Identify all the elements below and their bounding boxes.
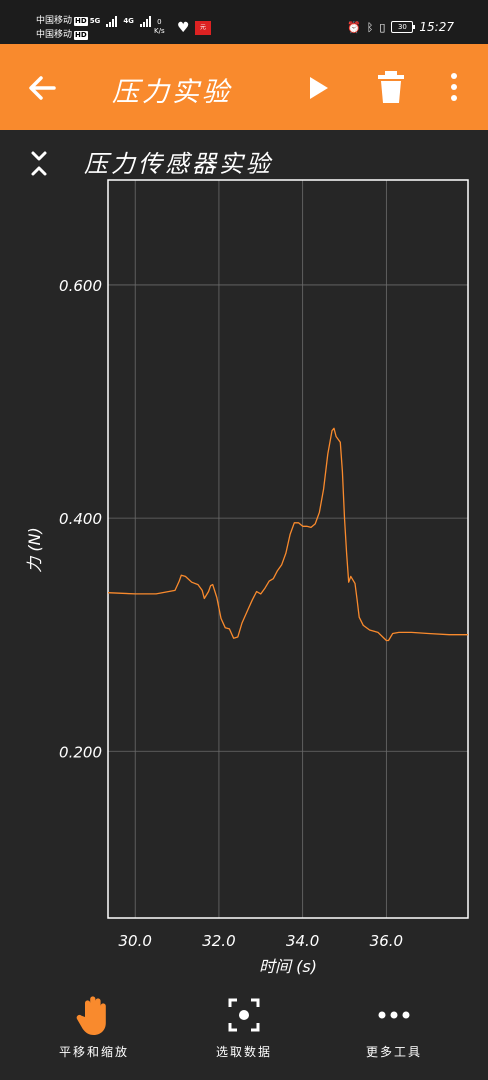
y-axis-ticks: 0.200 0.400 0.600	[59, 277, 102, 761]
x-axis-label: 时间 (s)	[259, 957, 317, 976]
chart-grid	[108, 180, 468, 918]
hd-badge: HD	[74, 16, 88, 26]
y-tick-label: 0.600	[59, 277, 102, 295]
network-type-2: 4G	[123, 17, 134, 25]
arrow-left-icon	[29, 76, 56, 100]
play-icon	[310, 77, 328, 99]
status-bar: 中国移动 HD 5G 4G 中国移动 HD 0 K/s ♥ 元 ⏰ ᛒ ▯ 30…	[0, 0, 488, 44]
plot-frame	[107, 179, 469, 919]
clock: 15:27	[419, 20, 454, 34]
select-data-tool[interactable]: 选取数据	[184, 990, 304, 1080]
carrier-name-1: 中国移动	[36, 16, 73, 26]
network-speed: 0 K/s	[154, 18, 165, 35]
signal-icon	[106, 15, 118, 27]
vibrate-icon: ▯	[379, 20, 386, 34]
carrier-info: 中国移动 HD 5G 4G 中国移动 HD	[36, 14, 151, 42]
overflow-menu-button[interactable]	[446, 70, 462, 104]
delete-button[interactable]	[376, 70, 406, 104]
play-button[interactable]	[304, 72, 334, 104]
x-tick-label: 30.0	[119, 932, 152, 950]
system-status: ⏰ ᛒ ▯ 30 15:27	[347, 20, 454, 34]
y-tick-label: 0.200	[59, 743, 102, 761]
back-button[interactable]	[24, 70, 60, 106]
collapse-button[interactable]	[28, 150, 50, 178]
bottom-toolbar: 平移和缩放 选取数据 更多工具	[0, 990, 488, 1080]
pan-zoom-label: 平移和缩放	[58, 1045, 129, 1059]
battery-icon: 30	[391, 21, 416, 33]
y-tick-label: 0.400	[59, 510, 102, 528]
x-tick-label: 34.0	[286, 932, 319, 950]
more-horizontal-icon	[378, 1011, 410, 1019]
force-series-line	[107, 427, 468, 642]
graph-title: 压力传感器实验	[84, 150, 273, 178]
app-notification-icon: 元	[195, 21, 211, 35]
alarm-icon: ⏰	[347, 20, 361, 34]
x-axis-ticks: 30.0 32.0 34.0 36.0	[119, 932, 404, 950]
page-title: 压力实验	[112, 77, 232, 108]
more-tools[interactable]: 更多工具	[334, 990, 454, 1080]
chart-series-layer	[107, 427, 468, 642]
more-vertical-icon	[451, 73, 457, 101]
trash-icon	[378, 71, 404, 103]
heart-icon: ♥	[177, 20, 190, 36]
carrier-name-2: 中国移动	[36, 30, 73, 40]
collapse-icon	[31, 151, 47, 176]
bluetooth-icon: ᛒ	[366, 20, 374, 34]
x-tick-label: 36.0	[370, 932, 403, 950]
signal-icon	[139, 15, 151, 27]
y-axis-label: 力 (N)	[25, 527, 44, 573]
app-bar: 压力实验	[0, 44, 488, 130]
hand-icon	[76, 996, 106, 1035]
focus-select-icon	[228, 998, 260, 1032]
network-type-1: 5G	[89, 17, 101, 25]
select-data-label: 选取数据	[215, 1045, 272, 1059]
hd-badge: HD	[74, 30, 88, 40]
x-tick-label: 32.0	[202, 932, 235, 950]
pan-zoom-tool[interactable]: 平移和缩放	[34, 990, 154, 1080]
more-tools-label: 更多工具	[365, 1045, 422, 1059]
